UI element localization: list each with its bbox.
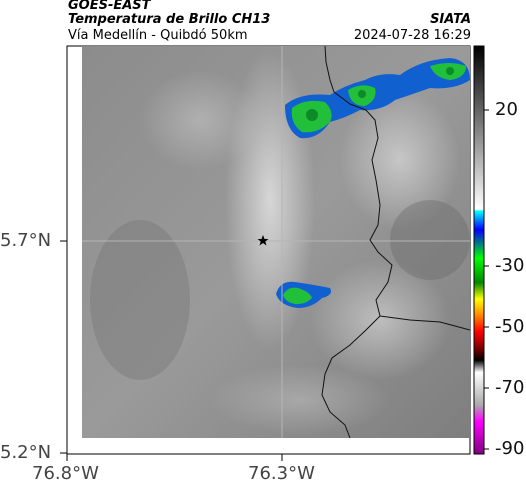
cold-cloud-north bbox=[285, 58, 470, 139]
colorbar-label-m70: -70 bbox=[495, 377, 525, 398]
organization-label: SIATA bbox=[430, 12, 471, 27]
colorbar-label-m90: -90 bbox=[495, 438, 525, 459]
satellite-imagery bbox=[82, 46, 470, 438]
route-subtitle: Vía Medellín - Quibdó 50km bbox=[68, 28, 248, 43]
lon-label-76.3: 76.3°W bbox=[248, 463, 315, 484]
lon-label-76.8: 76.8°W bbox=[32, 463, 99, 484]
colorbar bbox=[473, 45, 485, 455]
product-title: Temperatura de Brillo CH13 bbox=[68, 12, 271, 27]
lat-label-5.2: 5.2°N bbox=[0, 442, 52, 463]
colorbar-label-20: 20 bbox=[495, 99, 518, 120]
colorbar-label-m50: -50 bbox=[495, 316, 525, 337]
colorbar-label-m30: -30 bbox=[495, 255, 525, 276]
boundary-line-south bbox=[321, 315, 381, 438]
lat-label-5.7: 5.7°N bbox=[0, 230, 52, 251]
datetime-label: 2024-07-28 16:29 bbox=[353, 28, 471, 43]
boundary-line-east bbox=[324, 46, 470, 331]
star-icon bbox=[257, 235, 269, 246]
product-source: GOES-EAST bbox=[68, 0, 151, 13]
cold-cloud-central bbox=[276, 281, 331, 308]
